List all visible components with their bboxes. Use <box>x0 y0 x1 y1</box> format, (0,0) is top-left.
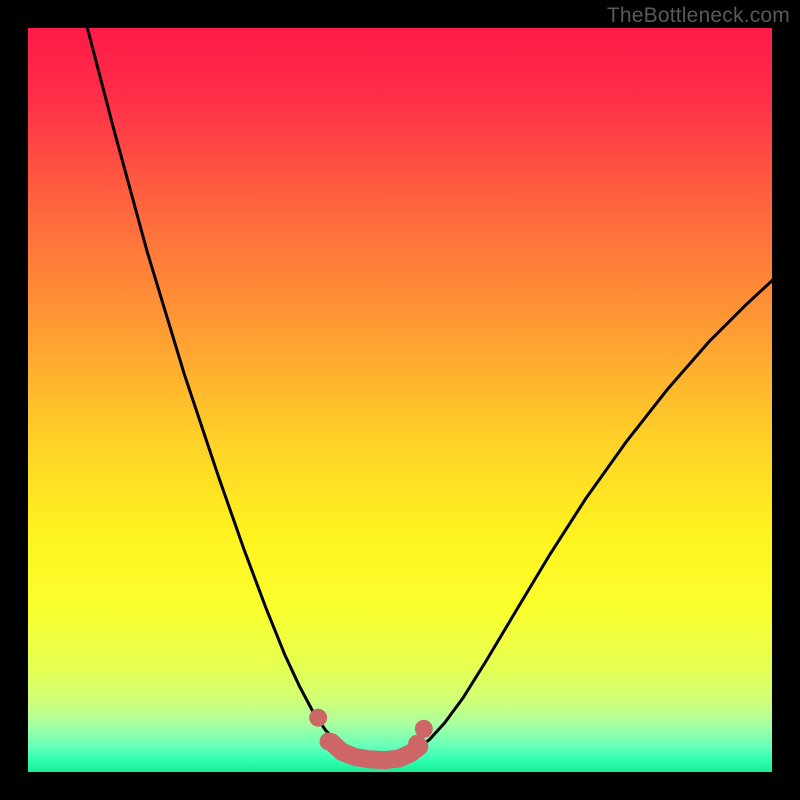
bottleneck-curve <box>28 28 772 772</box>
plot-area <box>28 28 772 772</box>
watermark-text: TheBottleneck.com <box>607 4 790 28</box>
frame: TheBottleneck.com <box>0 0 800 800</box>
